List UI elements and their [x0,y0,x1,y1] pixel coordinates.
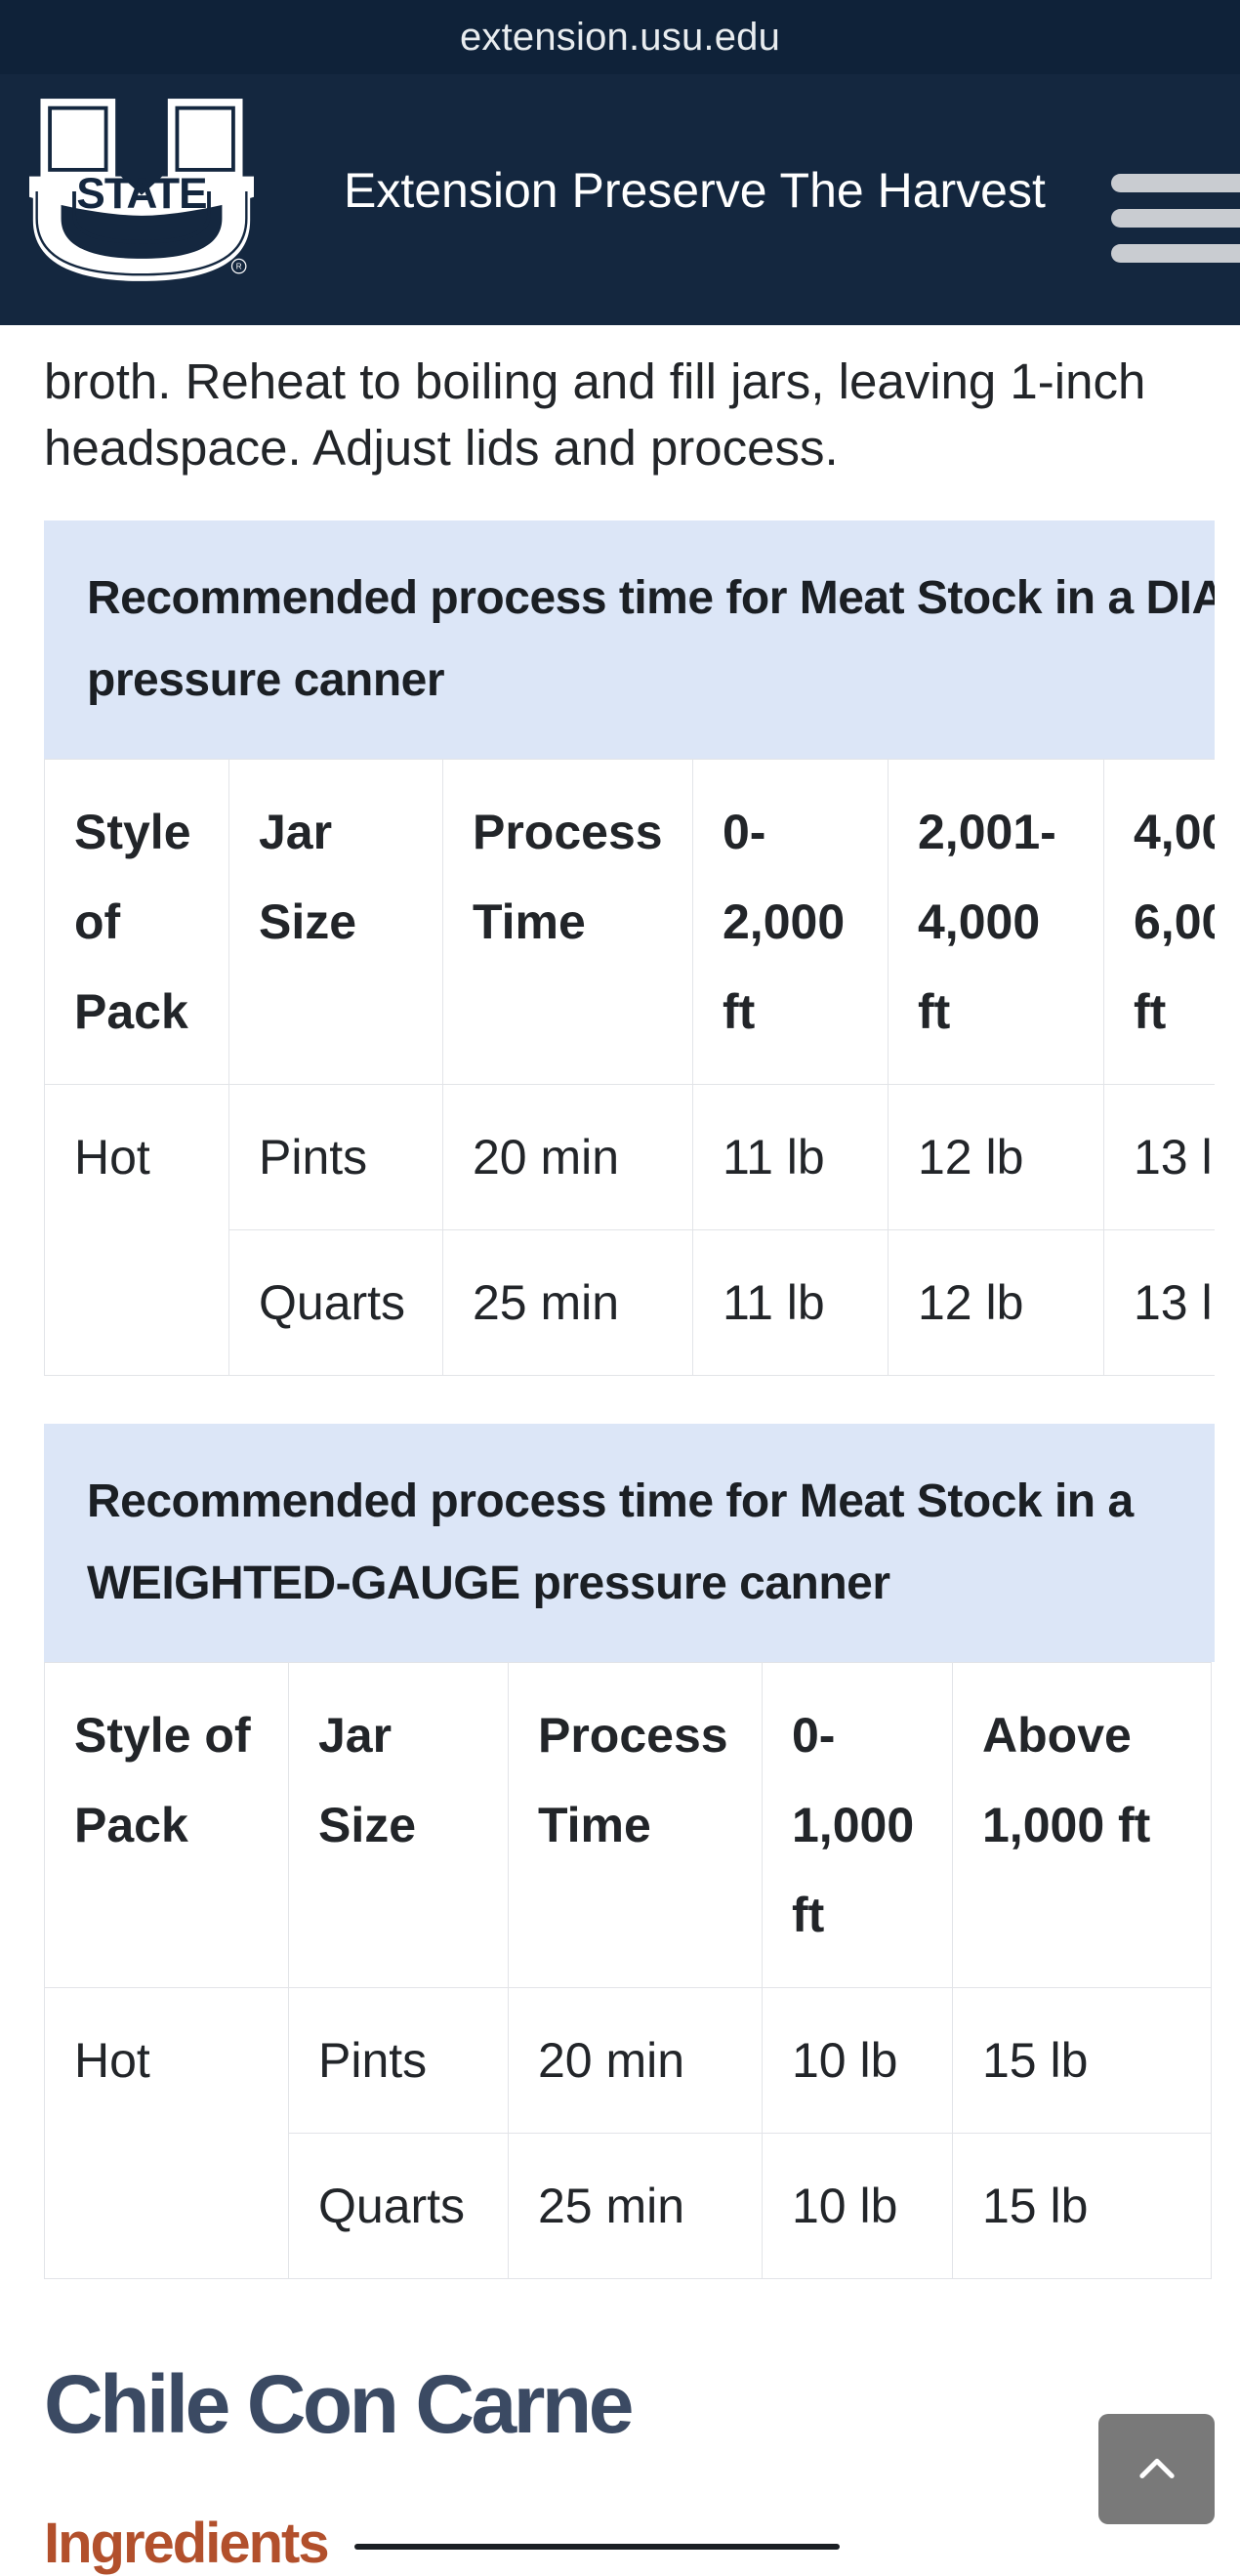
svg-text:STATE: STATE [76,170,206,218]
svg-text:R: R [236,262,242,270]
